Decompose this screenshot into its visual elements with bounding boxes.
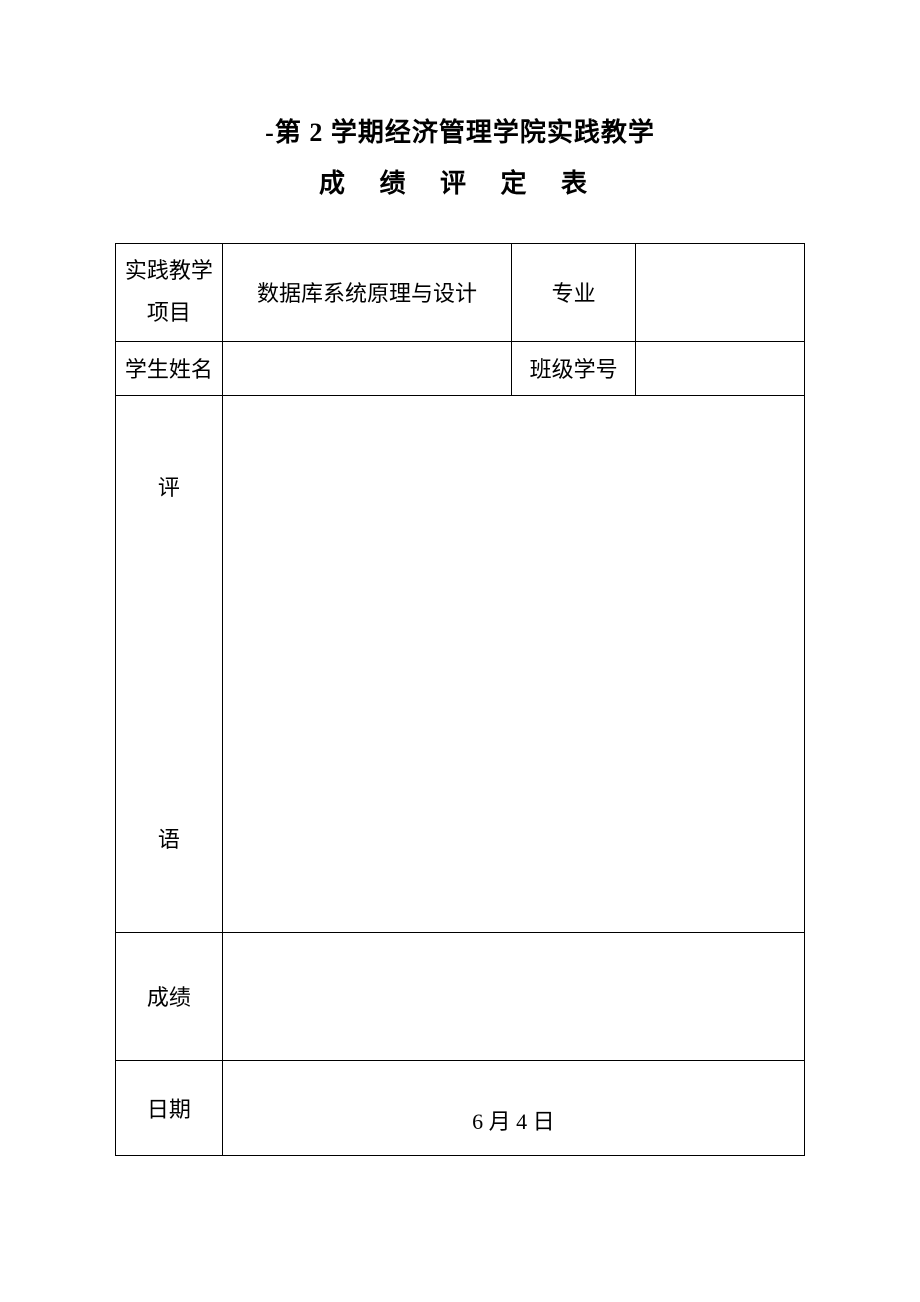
- table-row: 实践教学 项目 数据库系统原理与设计 专业: [116, 243, 805, 341]
- evaluation-table: 实践教学 项目 数据库系统原理与设计 专业 学生姓名 班级学号 评 语 成绩 日…: [115, 243, 805, 1156]
- student-name-label-cell: 学生姓名: [116, 341, 223, 395]
- major-value-cell: [636, 243, 805, 341]
- grade-value-cell: [222, 932, 804, 1060]
- comment-label-cell: 评 语: [116, 395, 223, 932]
- table-row: 评 语: [116, 395, 805, 932]
- student-name-value-cell: [222, 341, 511, 395]
- comment-value-cell: [222, 395, 804, 932]
- table-row: 学生姓名 班级学号: [116, 341, 805, 395]
- class-label-cell: 班级学号: [512, 341, 636, 395]
- project-label-line1: 实践教学: [125, 258, 213, 283]
- class-value-cell: [636, 341, 805, 395]
- comment-char-2: 语: [158, 827, 180, 852]
- comment-char-1: 评: [158, 475, 180, 500]
- title-line-2: 成 绩 评 定 表: [115, 161, 805, 208]
- table-row: 成绩: [116, 932, 805, 1060]
- date-value-cell: 6 月 4 日: [222, 1060, 804, 1155]
- project-value-cell: 数据库系统原理与设计: [222, 243, 511, 341]
- title-line-1: -第 2 学期经济管理学院实践教学: [115, 110, 805, 157]
- date-label-cell: 日期: [116, 1060, 223, 1155]
- table-row: 日期 6 月 4 日: [116, 1060, 805, 1155]
- major-label-cell: 专业: [512, 243, 636, 341]
- project-label-cell: 实践教学 项目: [116, 243, 223, 341]
- document-title: -第 2 学期经济管理学院实践教学 成 绩 评 定 表: [115, 110, 805, 208]
- project-label-line2: 项目: [147, 300, 191, 325]
- grade-label-cell: 成绩: [116, 932, 223, 1060]
